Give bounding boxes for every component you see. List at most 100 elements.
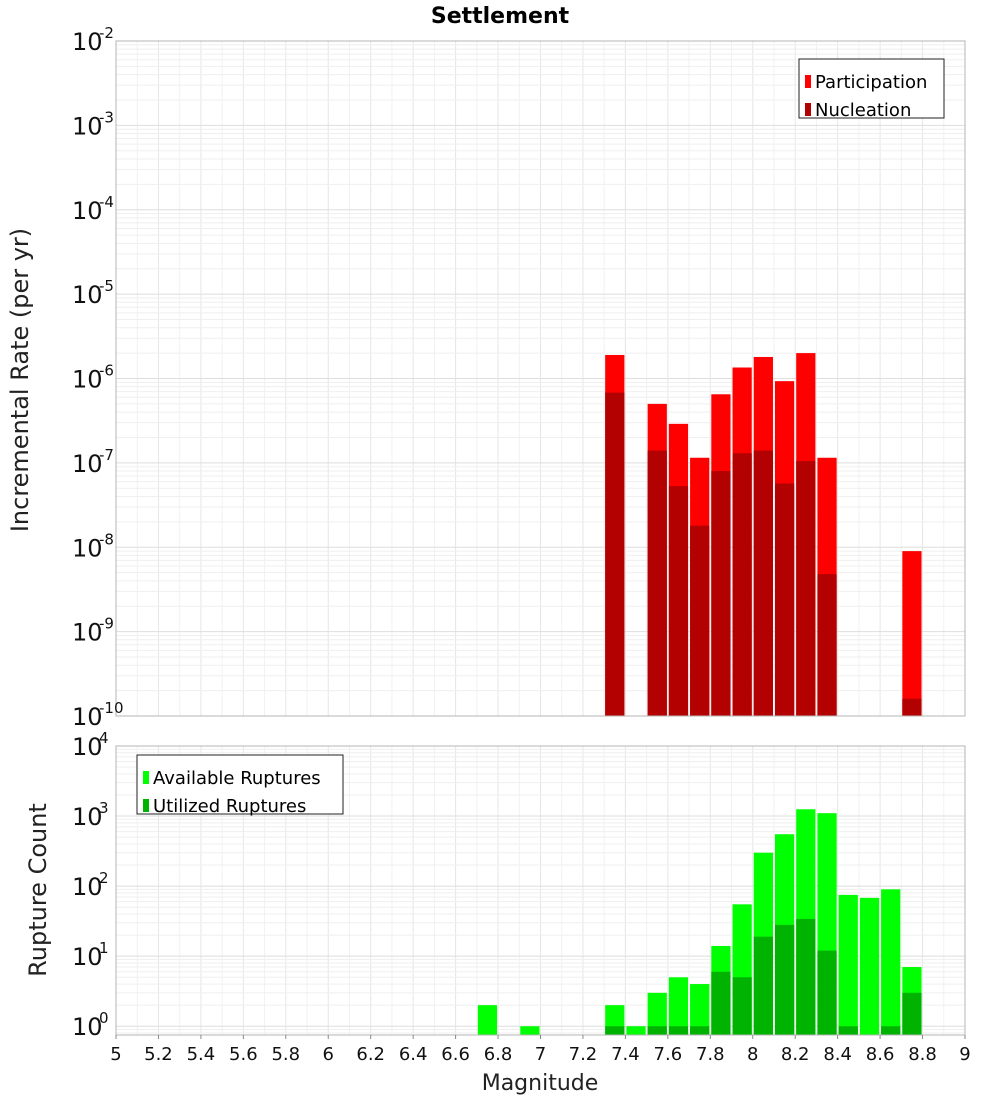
- rate-y-tick-exponent: -6: [99, 362, 114, 380]
- x-tick-label: 8.4: [823, 1044, 852, 1065]
- rate-y-tick-exponent: -10: [99, 699, 124, 717]
- rate-bar-nucleation: [902, 698, 922, 716]
- x-tick-label: 6.8: [484, 1044, 513, 1065]
- x-tick-label: 8.2: [781, 1044, 810, 1065]
- rate-legend-swatch: [805, 103, 811, 116]
- count-bar-utilized-ruptures: [668, 1026, 689, 1035]
- count-y-tick-label: 10: [72, 943, 103, 971]
- count-y-tick-exponent: 4: [99, 729, 109, 747]
- count-bar-utilized-ruptures: [711, 971, 731, 1035]
- rate-y-ticks: 10-210-310-410-510-610-710-810-910-10: [72, 24, 124, 731]
- rate-legend-swatch: [805, 75, 811, 88]
- count-bars: [477, 809, 922, 1035]
- count-bar-utilized-ruptures: [732, 977, 752, 1035]
- top-y-axis-label: Incremental Rate (per yr): [6, 228, 34, 532]
- rate-y-tick-exponent: -9: [99, 615, 114, 633]
- rate-y-tick-label: 10: [72, 450, 103, 478]
- count-y-tick-label: 10: [72, 873, 103, 901]
- rate-y-tick-label: 10: [72, 703, 103, 731]
- rate-bar-nucleation: [796, 461, 816, 716]
- rate-legend: Participation Nucleation: [798, 58, 945, 121]
- rate-y-tick-exponent: -8: [99, 530, 114, 548]
- rate-y-tick-label: 10: [72, 112, 103, 140]
- count-bar-utilized-ruptures: [902, 992, 922, 1035]
- x-tick-label: 5.8: [271, 1044, 300, 1065]
- rate-legend-label: Participation: [815, 72, 927, 93]
- x-axis-label: Magnitude: [482, 1071, 599, 1096]
- rate-bar-nucleation: [647, 450, 667, 716]
- count-bar-utilized-ruptures: [690, 1026, 710, 1035]
- x-tick-label: 6.4: [399, 1044, 428, 1065]
- count-bar-available-ruptures: [626, 1026, 646, 1035]
- x-tick-label: 5.2: [144, 1044, 173, 1065]
- rate-y-tick-exponent: -3: [99, 108, 114, 126]
- x-tick-label: 6.6: [441, 1044, 470, 1065]
- rate-bar-nucleation: [774, 483, 795, 716]
- bottom-y-axis-label: Rupture Count: [24, 803, 52, 977]
- rate-y-tick-exponent: -4: [99, 193, 114, 211]
- count-bar-available-ruptures: [859, 897, 880, 1035]
- count-y-tick-exponent: 3: [99, 799, 109, 817]
- rate-bar-nucleation: [753, 450, 773, 716]
- rate-y-tick-label: 10: [72, 197, 103, 225]
- x-axis-ticks: 5 5.2 5.4 5.6 5.8 6 6.2 6.4 6.6 6.8 7 7.2 7.4 7.6 7.8 8…: [110, 1035, 971, 1065]
- count-legend-box: [136, 754, 344, 815]
- count-bar-utilized-ruptures: [817, 950, 837, 1035]
- count-y-tick-exponent: 0: [99, 1009, 109, 1027]
- rate-y-tick-exponent: -7: [99, 446, 114, 464]
- count-legend-label: Available Ruptures: [153, 768, 321, 789]
- rate-grid: [115, 40, 966, 717]
- count-y-tick-label: 10: [72, 803, 103, 831]
- count-bar-available-ruptures: [668, 977, 689, 1035]
- count-legend-swatch: [143, 799, 149, 812]
- count-bar-utilized-ruptures: [753, 936, 773, 1035]
- count-y-tick-label: 10: [72, 1013, 103, 1041]
- x-tick-label: 5.6: [229, 1044, 258, 1065]
- count-bar-available-ruptures: [690, 984, 710, 1035]
- rate-bar-nucleation: [690, 525, 710, 716]
- rate-bar-participation: [902, 551, 922, 716]
- count-bar-utilized-ruptures: [774, 924, 795, 1035]
- rate-y-tick-exponent: -2: [99, 24, 114, 42]
- x-tick-label: 9: [959, 1044, 970, 1065]
- rate-y-tick-label: 10: [72, 28, 103, 56]
- rate-legend-label: Nucleation: [815, 100, 911, 121]
- rate-y-tick-label: 10: [72, 281, 103, 309]
- chart-title: Settlement: [431, 4, 570, 29]
- count-bar-available-ruptures: [881, 889, 901, 1035]
- rate-y-tick-label: 10: [72, 619, 103, 647]
- count-bar-utilized-ruptures: [838, 1026, 858, 1035]
- count-bar-utilized-ruptures: [647, 1026, 667, 1035]
- count-y-tick-exponent: 1: [99, 939, 109, 957]
- x-tick-label: 5: [110, 1044, 121, 1065]
- count-bar-available-ruptures: [477, 1005, 498, 1035]
- x-tick-label: 7.8: [696, 1044, 725, 1065]
- x-tick-label: 5.4: [187, 1044, 216, 1065]
- count-bar-available-ruptures: [647, 992, 667, 1035]
- x-tick-label: 7.6: [654, 1044, 683, 1065]
- count-bar-available-ruptures: [838, 894, 858, 1035]
- rate-bar-nucleation: [817, 574, 837, 716]
- rate-bar-nucleation: [732, 453, 752, 716]
- count-bar-utilized-ruptures: [605, 1026, 625, 1035]
- rate-panel: 10-210-310-410-510-610-710-810-910-10Par…: [72, 24, 966, 731]
- x-tick-label: 8: [747, 1044, 758, 1065]
- count-bar-available-ruptures: [520, 1026, 540, 1035]
- count-bar-utilized-ruptures: [796, 918, 816, 1035]
- count-bar-utilized-ruptures: [881, 1026, 901, 1035]
- rate-y-tick-label: 10: [72, 534, 103, 562]
- rate-bar-nucleation: [605, 392, 625, 716]
- rate-frame: [115, 40, 966, 717]
- count-legend-swatch: [143, 771, 149, 784]
- count-y-tick-label: 10: [72, 733, 103, 761]
- x-tick-label: 7.2: [569, 1044, 598, 1065]
- x-tick-label: 6.2: [356, 1044, 385, 1065]
- count-y-tick-exponent: 2: [99, 869, 109, 887]
- rate-legend-box: [798, 58, 945, 119]
- count-legend: Available Ruptures Utilized Ruptures: [136, 754, 344, 817]
- rate-bar-nucleation: [668, 486, 689, 716]
- rate-bar-nucleation: [711, 471, 731, 716]
- x-tick-label: 7: [535, 1044, 546, 1065]
